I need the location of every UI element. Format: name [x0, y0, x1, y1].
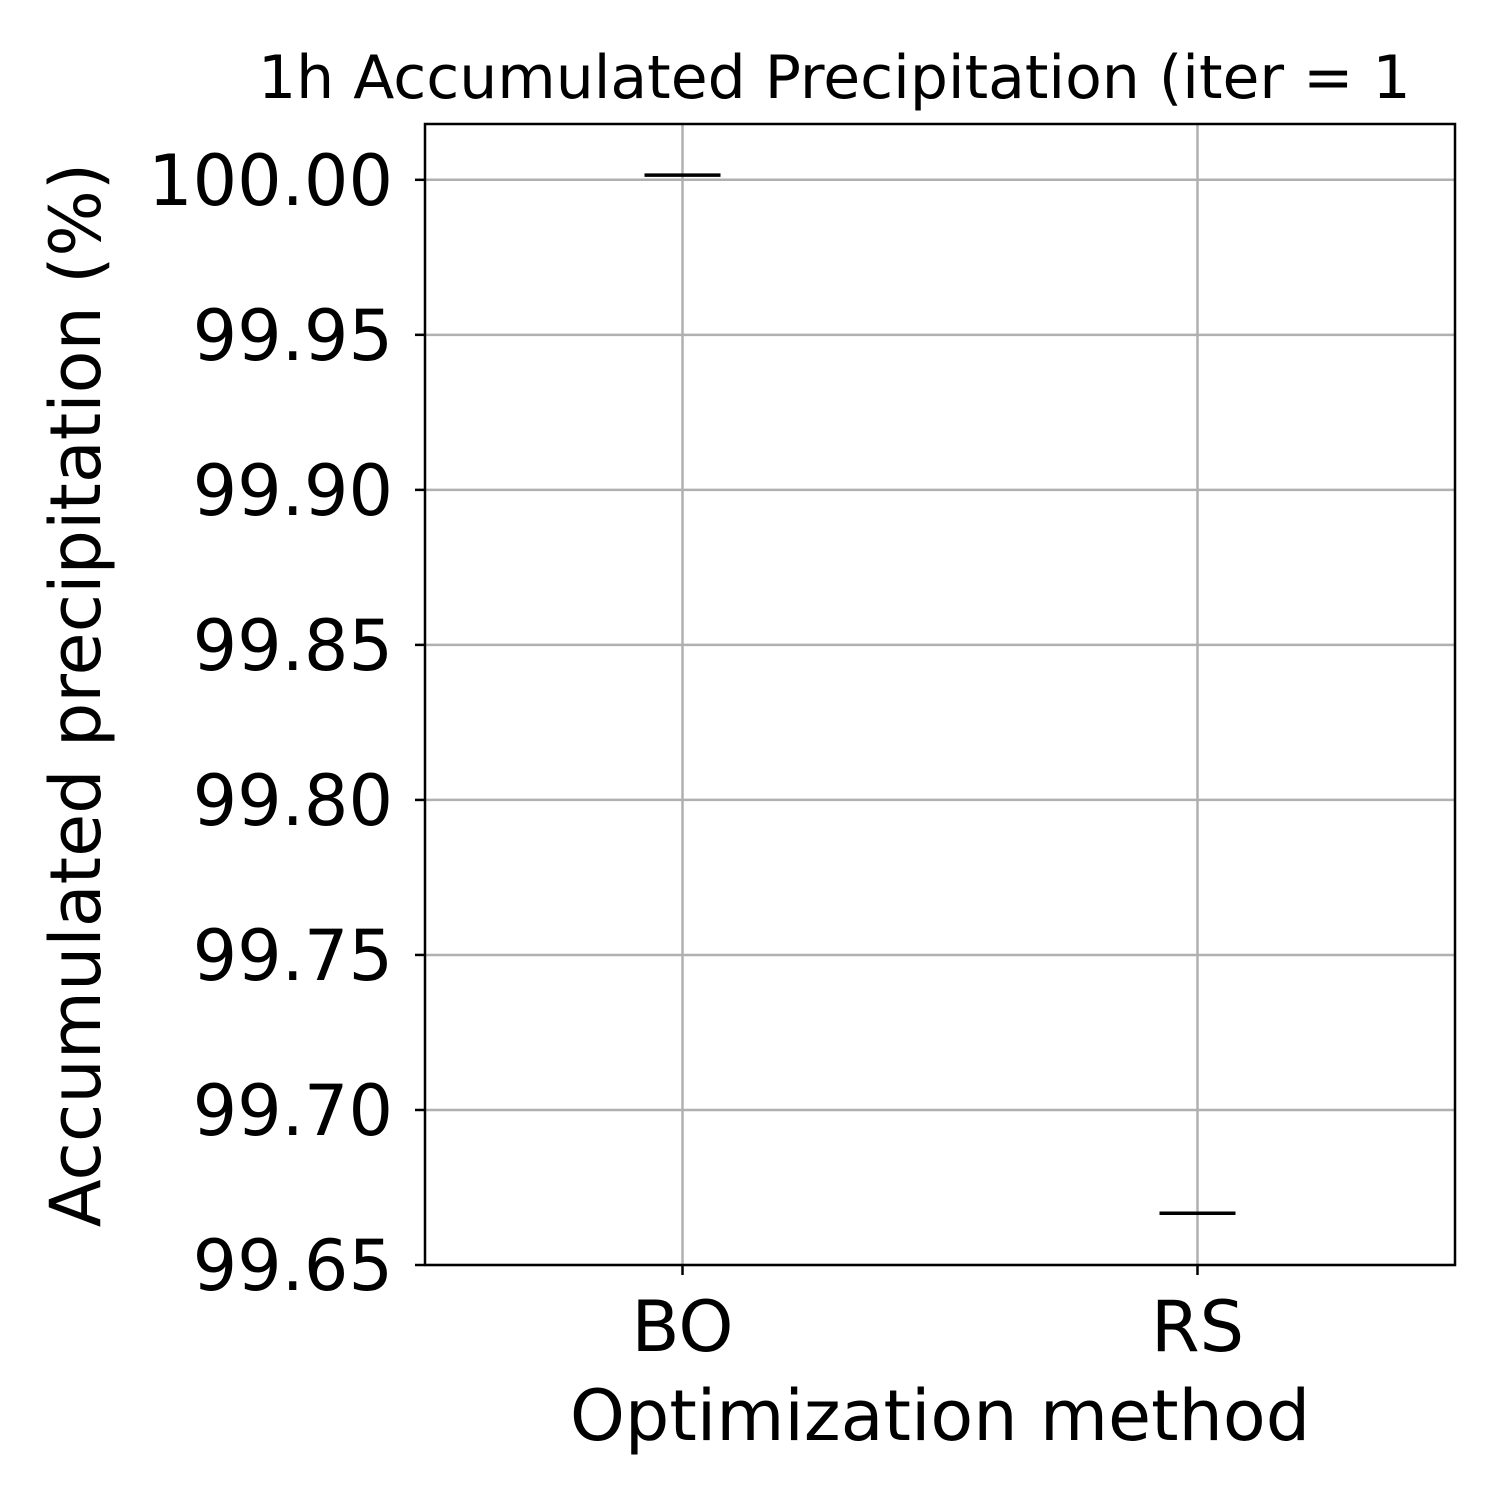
y-tick-label: 100.00	[148, 140, 393, 222]
plot-frame	[423, 122, 1457, 1267]
box-plot-marks	[644, 173, 1236, 1215]
x-tick-label: BO	[632, 1286, 734, 1368]
x-tick-label: RS	[1151, 1286, 1244, 1368]
grid-lines	[425, 124, 1455, 1267]
y-tick-label: 99.90	[193, 450, 393, 532]
x-axis-label: Optimization method	[570, 1375, 1310, 1457]
y-tick-label: 99.70	[193, 1070, 393, 1152]
y-tick-label: 99.95	[193, 295, 393, 377]
y-axis-label: Accumulated precipitation (%)	[35, 163, 117, 1227]
y-tick-label: 99.75	[193, 915, 393, 997]
y-tick-label: 99.65	[193, 1225, 393, 1307]
chart-title: 1h Accumulated Precipitation (iter = 1	[258, 43, 1411, 113]
y-tick-label: 99.80	[193, 760, 393, 842]
y-tick-label: 99.85	[193, 605, 393, 687]
axis-ticks: 99.65 99.70 99.75 99.80 99.85 99.90 99.95 100.0…	[148, 140, 1244, 1368]
